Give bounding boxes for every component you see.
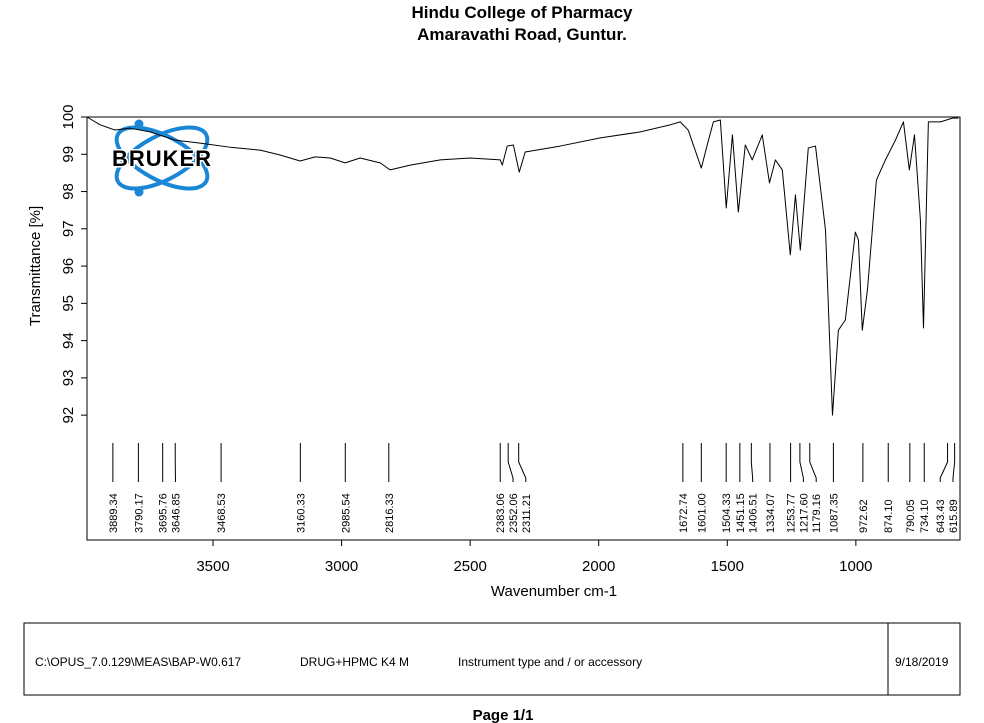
footer-sample: DRUG+HPMC K4 M bbox=[300, 655, 409, 669]
footer-date: 9/18/2019 bbox=[895, 655, 949, 669]
logo-text: BRUKER bbox=[112, 146, 212, 171]
x-tick-label: 2500 bbox=[453, 558, 486, 575]
chart-subtitle: Amaravathi Road, Guntur. bbox=[417, 25, 627, 44]
peak-marker bbox=[952, 443, 956, 482]
x-axis-label: Wavenumber cm-1 bbox=[491, 583, 617, 600]
peak-label: 1504.33 bbox=[721, 493, 733, 533]
y-tick-label: 92 bbox=[60, 407, 77, 424]
peak-marker bbox=[939, 443, 949, 482]
peak-marker bbox=[750, 443, 754, 482]
peak-label: 3468.53 bbox=[216, 493, 228, 533]
peak-label: 1217.60 bbox=[798, 493, 810, 533]
peak-label: 3695.76 bbox=[158, 493, 170, 533]
y-tick-label: 93 bbox=[60, 370, 77, 387]
peak-label: 972.62 bbox=[858, 499, 870, 533]
peak-label: 2352.06 bbox=[508, 493, 520, 533]
x-tick-label: 1000 bbox=[839, 558, 872, 575]
peak-label: 874.10 bbox=[883, 499, 895, 533]
peak-marker bbox=[518, 443, 527, 482]
x-tick-label: 2000 bbox=[582, 558, 615, 575]
peak-label: 3889.34 bbox=[108, 493, 120, 533]
peak-marker bbox=[799, 443, 804, 482]
y-tick-label: 95 bbox=[60, 295, 77, 312]
spectrum-line bbox=[86, 116, 959, 416]
peak-label: 3646.85 bbox=[170, 493, 182, 533]
peak-label: 1406.51 bbox=[748, 493, 760, 533]
logo: BRUKER bbox=[110, 119, 213, 197]
y-tick-label: 96 bbox=[60, 258, 77, 275]
peak-label: 1253.77 bbox=[786, 493, 798, 533]
plot-frame bbox=[86, 116, 961, 541]
peak-marker bbox=[809, 443, 817, 482]
peak-label: 1601.00 bbox=[696, 493, 708, 533]
logo-dot bbox=[134, 187, 144, 197]
logo-dot bbox=[134, 119, 144, 129]
peak-label: 790.05 bbox=[905, 499, 917, 533]
peak-label: 2816.33 bbox=[384, 493, 396, 533]
peak-label: 1087.35 bbox=[828, 493, 840, 533]
peak-marker bbox=[507, 443, 514, 482]
peak-label: 643.43 bbox=[935, 499, 947, 533]
footer-file: C:\OPUS_7.0.129\MEAS\BAP-W0.617 bbox=[35, 655, 241, 669]
footer-instrument: Instrument type and / or accessory bbox=[458, 655, 642, 669]
peak-label: 3160.33 bbox=[295, 493, 307, 533]
peak-label: 2383.06 bbox=[495, 493, 507, 533]
footer-box bbox=[23, 622, 961, 696]
y-tick-label: 98 bbox=[60, 183, 77, 200]
y-tick-label: 97 bbox=[60, 220, 77, 237]
y-tick-label: 100 bbox=[60, 104, 77, 129]
x-tick-label: 1500 bbox=[711, 558, 744, 575]
peak-label: 734.10 bbox=[919, 499, 931, 533]
peak-label: 3790.17 bbox=[133, 493, 145, 533]
y-axis-label: Transmittance [%] bbox=[27, 206, 44, 326]
chart-title: Hindu College of Pharmacy bbox=[411, 3, 633, 22]
peak-label: 1451.15 bbox=[735, 493, 747, 533]
peak-label: 2311.21 bbox=[521, 494, 533, 533]
peak-label: 2985.54 bbox=[340, 493, 352, 533]
peak-label: 1672.74 bbox=[678, 493, 690, 533]
page-number: Page 1/1 bbox=[473, 707, 534, 723]
x-tick-label: 3500 bbox=[196, 558, 229, 575]
y-tick-label: 99 bbox=[60, 146, 77, 163]
x-tick-label: 3000 bbox=[325, 558, 358, 575]
logo-orbit bbox=[114, 125, 210, 191]
logo-orbit bbox=[114, 125, 210, 191]
peak-label: 615.89 bbox=[948, 499, 960, 533]
peak-label: 1334.07 bbox=[765, 493, 777, 533]
peak-label: 1179.16 bbox=[811, 494, 823, 533]
y-tick-label: 94 bbox=[60, 332, 77, 349]
